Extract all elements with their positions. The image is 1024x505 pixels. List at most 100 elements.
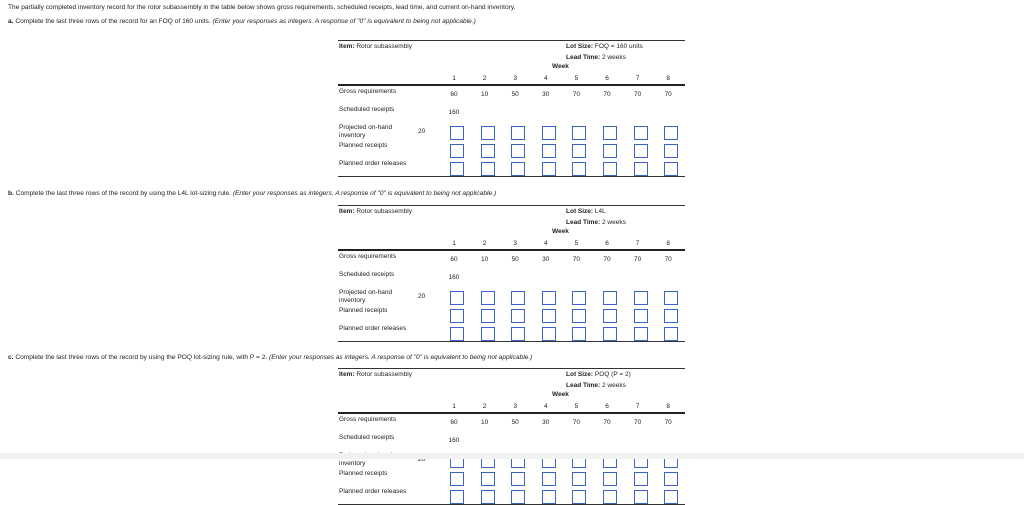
row-projected: Projected on-hand inventory 20	[338, 122, 685, 140]
planned-receipts-input-week-4[interactable]	[541, 144, 556, 158]
planned-releases-input-week-2[interactable]	[480, 490, 495, 504]
projected-input-week-1[interactable]	[450, 126, 464, 140]
planned-releases-input-week-1[interactable]	[450, 490, 464, 504]
cell-value: 70	[633, 91, 642, 98]
planned-releases-input-week-3[interactable]	[511, 490, 526, 504]
projected-input-week-5[interactable]	[572, 126, 587, 140]
projected-input-week-8[interactable]	[664, 291, 679, 305]
week-number: 5	[574, 403, 579, 410]
planned-releases-input-week-5[interactable]	[572, 327, 587, 341]
projected-input-week-8[interactable]	[664, 126, 679, 140]
planned-releases-input-week-6[interactable]	[603, 327, 617, 341]
planned-receipts-input-week-3[interactable]	[511, 309, 526, 323]
planned-receipts-input-week-8[interactable]	[664, 309, 679, 323]
planned-releases-input-week-6[interactable]	[603, 162, 617, 176]
part-text: Complete the last three rows of the reco…	[15, 354, 268, 361]
cell-value: 160	[448, 109, 460, 116]
planned-receipts-input-week-1[interactable]	[450, 472, 464, 486]
row-label: Projected on-hand inventory	[339, 289, 393, 304]
projected-input-week-3[interactable]	[511, 126, 526, 140]
planned-receipts-input-week-7[interactable]	[633, 472, 648, 486]
planned-receipts-input-week-2[interactable]	[480, 144, 495, 158]
planned-receipts-input-week-7[interactable]	[633, 309, 648, 323]
row-label: Gross requirements	[339, 88, 397, 95]
row-label: Planned receipts	[339, 470, 388, 477]
projected-input-week-1[interactable]	[450, 291, 464, 305]
planned-releases-input-week-4[interactable]	[541, 490, 556, 504]
planned-releases-input-week-7[interactable]	[633, 162, 648, 176]
planned-releases-input-week-1[interactable]	[450, 162, 464, 176]
cell-value: 70	[603, 256, 611, 263]
planned-receipts-input-week-7[interactable]	[633, 144, 648, 158]
planned-releases-input-week-4[interactable]	[541, 327, 556, 341]
projected-input-week-4[interactable]	[541, 126, 556, 140]
planned-releases-input-week-2[interactable]	[480, 327, 495, 341]
part-a-instructions: a. Complete the last three rows of the r…	[8, 18, 476, 25]
row-label: Gross requirements	[339, 416, 397, 423]
projected-input-week-7[interactable]	[633, 291, 648, 305]
planned-releases-input-week-6[interactable]	[603, 490, 617, 504]
projected-input-week-2[interactable]	[480, 126, 495, 140]
projected-input-week-2[interactable]	[480, 291, 495, 305]
projected-input-week-3[interactable]	[511, 291, 526, 305]
planned-receipts-input-week-6[interactable]	[603, 309, 617, 323]
week-number: 6	[605, 403, 609, 410]
cell-value: 70	[664, 256, 672, 263]
bottom-band	[0, 453, 1024, 459]
planned-receipts-input-week-3[interactable]	[511, 144, 526, 158]
planned-releases-input-week-7[interactable]	[633, 490, 648, 504]
planned-receipts-input-week-6[interactable]	[603, 472, 617, 486]
part-b-instructions: b. Complete the last three rows of the r…	[8, 190, 496, 197]
week-number: 1	[452, 403, 456, 410]
planned-releases-input-week-5[interactable]	[572, 162, 587, 176]
row-gross: Gross requirements 60 10 50 30 70 70 70 70	[338, 414, 685, 432]
projected-input-week-6[interactable]	[603, 126, 617, 140]
cell-value: 30	[542, 91, 550, 98]
projected-input-week-6[interactable]	[603, 291, 617, 305]
planned-releases-input-week-1[interactable]	[450, 327, 464, 341]
planned-receipts-input-week-4[interactable]	[541, 309, 556, 323]
planned-receipts-input-week-5[interactable]	[572, 309, 587, 323]
planned-releases-input-week-8[interactable]	[664, 327, 679, 341]
row-scheduled: Scheduled receipts 160	[338, 104, 685, 122]
part-note: (Enter your responses as integers. A res…	[232, 190, 497, 197]
cell-value: 50	[511, 419, 519, 426]
planned-receipts-input-week-2[interactable]	[480, 472, 495, 486]
projected-input-week-7[interactable]	[633, 126, 648, 140]
cell-value: 70	[664, 419, 672, 426]
week-number: 3	[513, 240, 517, 247]
part-prefix: c.	[8, 354, 14, 361]
planned-receipts-input-week-8[interactable]	[664, 472, 679, 486]
planned-receipts-input-week-1[interactable]	[450, 144, 464, 158]
item-field: Item: Rotor subassembly	[339, 371, 412, 378]
row-label: Planned order releases	[339, 488, 407, 495]
projected-input-week-4[interactable]	[541, 291, 556, 305]
planned-receipts-input-week-4[interactable]	[541, 472, 556, 486]
planned-releases-input-week-2[interactable]	[480, 162, 495, 176]
part-prefix: a.	[8, 18, 14, 25]
row-label: Planned order releases	[339, 325, 407, 332]
lot-size-field: Lot Size: FOQ = 160 units	[566, 43, 643, 50]
planned-receipts-input-week-6[interactable]	[603, 144, 617, 158]
planned-releases-input-week-4[interactable]	[541, 162, 556, 176]
planned-releases-input-week-3[interactable]	[511, 327, 526, 341]
planned-receipts-input-week-3[interactable]	[511, 472, 526, 486]
row-label: Scheduled receipts	[339, 271, 395, 278]
planned-releases-input-week-3[interactable]	[511, 162, 526, 176]
planned-receipts-input-week-8[interactable]	[664, 144, 679, 158]
planned-receipts-input-week-5[interactable]	[572, 472, 587, 486]
cell-value: 70	[603, 419, 611, 426]
planned-receipts-input-week-1[interactable]	[450, 309, 464, 323]
cell-value: 10	[480, 256, 489, 263]
planned-receipts-input-week-5[interactable]	[572, 144, 587, 158]
lot-size-field: Lot Size: L4L	[566, 208, 606, 215]
projected-input-week-5[interactable]	[572, 291, 587, 305]
week-number: 1	[452, 240, 456, 247]
planned-releases-input-week-7[interactable]	[633, 327, 648, 341]
row-label: Planned receipts	[339, 142, 388, 149]
planned-releases-input-week-5[interactable]	[572, 490, 587, 504]
row-scheduled: Scheduled receipts 160	[338, 269, 685, 287]
planned-releases-input-week-8[interactable]	[664, 162, 679, 176]
planned-receipts-input-week-2[interactable]	[480, 309, 495, 323]
planned-releases-input-week-8[interactable]	[664, 490, 679, 504]
